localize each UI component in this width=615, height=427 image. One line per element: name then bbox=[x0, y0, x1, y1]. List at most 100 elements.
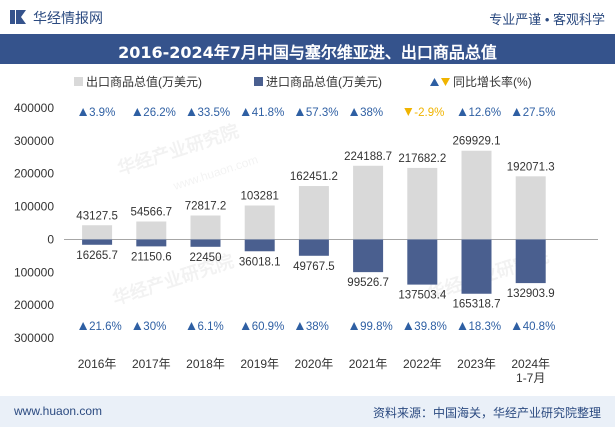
import-bar bbox=[136, 239, 167, 247]
import-bar bbox=[407, 239, 438, 285]
export-bar bbox=[353, 165, 384, 240]
growth-up-icon bbox=[350, 108, 359, 116]
footer: www.huaon.com 资料来源：中国海关，华经产业研究院整理 bbox=[0, 396, 615, 427]
export-bar bbox=[136, 221, 167, 240]
x-tick-label: 1-7月 bbox=[516, 371, 545, 385]
growth-up-icon bbox=[295, 322, 304, 330]
export-bar bbox=[461, 150, 492, 240]
export-value-label: 54566.7 bbox=[131, 206, 173, 218]
export-value-label: 224188.7 bbox=[344, 151, 392, 163]
x-tick-label: 2022年 bbox=[403, 357, 442, 371]
y-tick-label: 0 bbox=[47, 232, 54, 246]
x-tick-label: 2017年 bbox=[132, 357, 171, 371]
import-bar bbox=[353, 239, 384, 273]
title-bar: 2016-2024年7月中国与塞尔维亚进、出口商品总值 bbox=[0, 34, 615, 64]
import-value-label: 137503.4 bbox=[398, 290, 447, 302]
chart-title: 2016-2024年7月中国与塞尔维亚进、出口商品总值 bbox=[118, 43, 497, 62]
y-tick-label: 200000 bbox=[14, 298, 54, 312]
export-growth-label: 27.5% bbox=[523, 107, 556, 119]
legend-arrow-down-icon bbox=[441, 78, 450, 86]
logo-icon bbox=[10, 10, 26, 24]
legend-label-import: 进口商品总值(万美元) bbox=[266, 74, 382, 89]
x-tick-label: 2023年 bbox=[457, 357, 496, 371]
import-value-label: 21150.6 bbox=[131, 251, 172, 263]
export-value-label: 269929.1 bbox=[453, 136, 501, 148]
import-growth-label: 6.1% bbox=[198, 321, 224, 333]
y-tick-label: 100000 bbox=[14, 265, 54, 279]
export-bar bbox=[407, 167, 438, 240]
footer-url: www.huaon.com bbox=[14, 404, 103, 418]
growth-up-icon bbox=[404, 322, 413, 330]
legend-arrow-up-icon bbox=[430, 78, 439, 86]
export-bar bbox=[298, 186, 329, 240]
growth-up-icon bbox=[79, 322, 88, 330]
growth-up-icon bbox=[295, 108, 304, 116]
legend-swatch-export bbox=[74, 77, 83, 86]
x-tick-label: 2024年 bbox=[511, 357, 550, 371]
import-growth-label: 39.8% bbox=[414, 321, 447, 333]
import-bar bbox=[515, 239, 546, 284]
export-value-label: 103281 bbox=[241, 190, 279, 202]
growth-up-icon bbox=[350, 322, 359, 330]
export-value-label: 192071.3 bbox=[507, 161, 555, 173]
import-value-label: 22450 bbox=[190, 252, 222, 264]
export-bar bbox=[190, 215, 221, 240]
legend-swatch-import bbox=[254, 77, 263, 86]
growth-up-icon bbox=[79, 108, 88, 116]
growth-up-icon bbox=[458, 322, 467, 330]
growth-down-icon bbox=[404, 108, 413, 116]
import-value-label: 165318.7 bbox=[453, 299, 501, 311]
growth-up-icon bbox=[512, 322, 521, 330]
export-growth-label: 33.5% bbox=[198, 107, 231, 119]
growth-up-icon bbox=[241, 322, 250, 330]
import-growth-label: 99.8% bbox=[360, 321, 393, 333]
y-tick-label: 200000 bbox=[14, 167, 54, 181]
export-bar bbox=[244, 205, 275, 240]
import-bar bbox=[82, 239, 113, 245]
top-bar: 华经情报网 专业严谨 • 客观科学 bbox=[0, 0, 615, 34]
watermark-url: www.huaon.com bbox=[171, 152, 260, 193]
import-value-label: 36018.1 bbox=[239, 256, 281, 268]
export-bar bbox=[515, 176, 546, 240]
import-bar bbox=[461, 239, 492, 294]
import-value-label: 132903.9 bbox=[507, 288, 555, 300]
x-tick-label: 2016年 bbox=[78, 357, 117, 371]
import-bar bbox=[298, 239, 329, 256]
y-tick-label: 300000 bbox=[14, 134, 54, 148]
import-growth-label: 40.8% bbox=[523, 321, 556, 333]
export-growth-label: 38% bbox=[360, 107, 383, 119]
y-tick-label: 300000 bbox=[14, 331, 54, 345]
import-growth-label: 38% bbox=[306, 321, 329, 333]
import-growth-label: 18.3% bbox=[469, 321, 502, 333]
growth-up-icon bbox=[133, 322, 142, 330]
legend-label-export: 出口商品总值(万美元) bbox=[86, 74, 202, 89]
x-tick-label: 2018年 bbox=[186, 357, 225, 371]
import-growth-label: 60.9% bbox=[252, 321, 285, 333]
import-bar bbox=[190, 239, 221, 247]
export-growth-label: 12.6% bbox=[469, 107, 502, 119]
growth-up-icon bbox=[241, 108, 250, 116]
footer-source: 资料来源：中国海关，华经产业研究院整理 bbox=[372, 406, 601, 420]
x-tick-label: 2020年 bbox=[295, 357, 334, 371]
import-value-label: 49767.5 bbox=[293, 261, 335, 273]
export-value-label: 43127.5 bbox=[76, 210, 118, 222]
tagline: 专业严谨 • 客观科学 bbox=[489, 12, 605, 27]
legend-label-growth: 同比增长率(%) bbox=[453, 74, 532, 89]
import-growth-label: 30% bbox=[143, 321, 166, 333]
export-value-label: 72817.2 bbox=[185, 201, 227, 213]
growth-up-icon bbox=[187, 108, 196, 116]
export-growth-label: 3.9% bbox=[89, 107, 115, 119]
export-growth-label: -2.9% bbox=[414, 107, 444, 119]
export-growth-label: 57.3% bbox=[306, 107, 339, 119]
growth-up-icon bbox=[187, 322, 196, 330]
export-growth-label: 26.2% bbox=[143, 107, 176, 119]
y-tick-label: 100000 bbox=[14, 200, 54, 214]
growth-up-icon bbox=[512, 108, 521, 116]
y-tick-label: 400000 bbox=[14, 101, 54, 115]
export-value-label: 162451.2 bbox=[290, 171, 338, 183]
import-bar bbox=[244, 239, 275, 252]
export-growth-label: 41.8% bbox=[252, 107, 285, 119]
export-bar bbox=[82, 225, 113, 240]
import-value-label: 16265.7 bbox=[76, 250, 118, 262]
import-growth-label: 21.6% bbox=[89, 321, 122, 333]
